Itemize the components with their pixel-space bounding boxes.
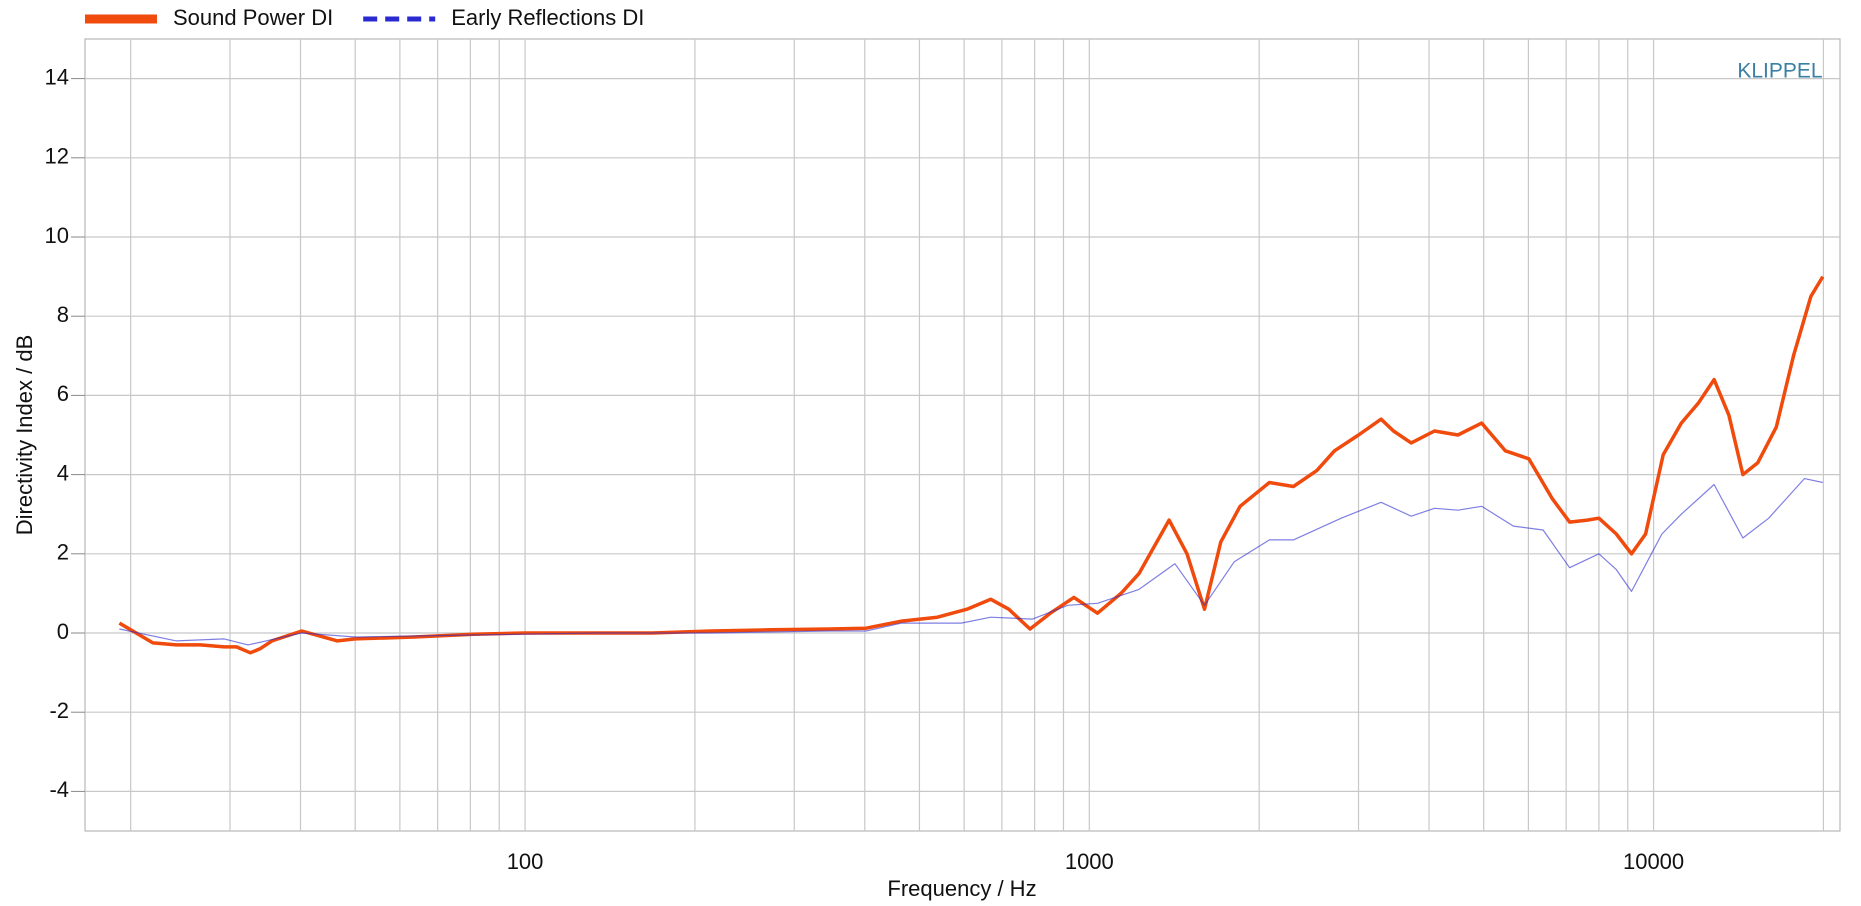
x-tick-label: 100 — [507, 849, 544, 874]
legend-label: Early Reflections DI — [451, 5, 644, 30]
x-tick-label: 1000 — [1065, 849, 1114, 874]
legend-label: Sound Power DI — [173, 5, 333, 30]
y-tick-label: -4 — [49, 777, 69, 802]
x-tick-label: 10000 — [1623, 849, 1684, 874]
y-tick-label: 6 — [57, 381, 69, 406]
series-line — [119, 478, 1823, 646]
annotation: KLIPPEL — [1737, 60, 1822, 83]
x-axis-label: Frequency / Hz — [887, 876, 1036, 901]
y-tick-label: 14 — [45, 64, 69, 89]
y-tick-label: 2 — [57, 540, 69, 565]
y-tick-label: 10 — [45, 223, 69, 248]
y-tick-label: 4 — [57, 460, 69, 485]
y-tick-label: -2 — [49, 698, 69, 723]
y-tick-label: 8 — [57, 302, 69, 327]
y-axis-label: Directivity Index / dB — [12, 335, 37, 536]
series-line — [118, 275, 1825, 655]
y-tick-label: 12 — [45, 144, 69, 169]
plot-area — [84, 38, 1841, 832]
y-tick-label: 0 — [57, 619, 69, 644]
